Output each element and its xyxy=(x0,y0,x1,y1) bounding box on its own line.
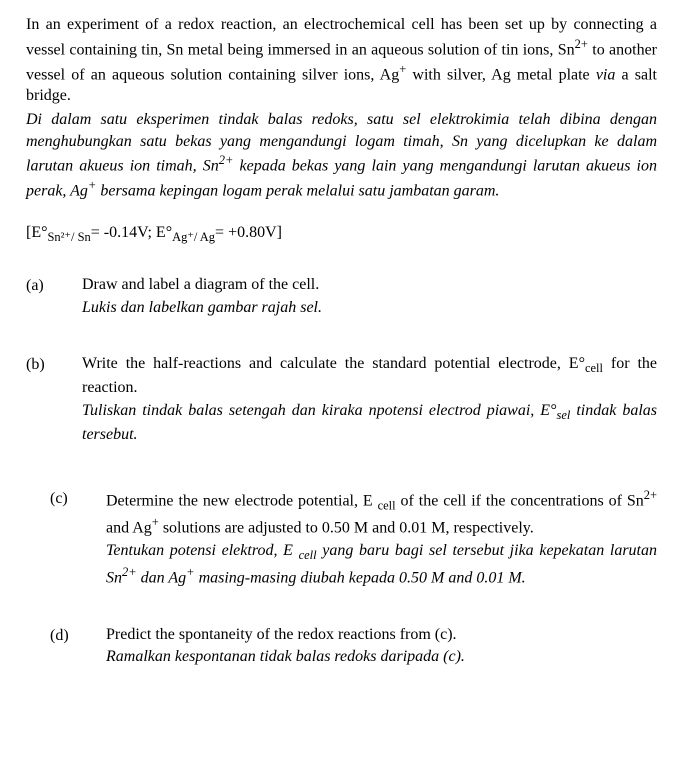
part-c: (c) Determine the new electrode potentia… xyxy=(26,487,657,590)
part-b: (b) Write the half-reactions and calcula… xyxy=(26,353,657,446)
part-b-ms: Tuliskan tindak balas setengah dan kirak… xyxy=(82,400,657,446)
part-c-label: (c) xyxy=(26,487,106,510)
part-b-body: Write the half-reactions and calculate t… xyxy=(82,353,657,446)
part-d-body: Predict the spontaneity of the redox rea… xyxy=(106,624,657,669)
part-d-label: (d) xyxy=(26,624,106,647)
given-e2pre: E° xyxy=(156,224,172,241)
given-sub2: Ag⁺/ Ag xyxy=(172,230,215,244)
part-d-ms: Ramalkan kespontanan tidak balas redoks … xyxy=(106,646,657,668)
given-val2: = +0.80V] xyxy=(215,224,282,241)
part-d: (d) Predict the spontaneity of the redox… xyxy=(26,624,657,669)
part-a-ms: Lukis dan labelkan gambar rajah sel. xyxy=(82,297,657,319)
part-b-en: Write the half-reactions and calculate t… xyxy=(82,353,657,399)
given-sub1: Sn²⁺/ Sn xyxy=(48,230,91,244)
part-c-ms: Tentukan potensi elektrod, E cell yang b… xyxy=(106,540,657,589)
intro-en: In an experiment of a redox reaction, an… xyxy=(26,14,657,107)
part-d-en: Predict the spontaneity of the redox rea… xyxy=(106,624,657,646)
part-b-label: (b) xyxy=(26,353,82,376)
part-c-en: Determine the new electrode potential, E… xyxy=(106,487,657,539)
given-open: [E° xyxy=(26,224,48,241)
given-potentials: [E°Sn²⁺/ Sn= -0.14V; E°Ag⁺/ Ag= +0.80V] xyxy=(26,222,657,246)
intro-ms: Di dalam satu eksperimen tindak balas re… xyxy=(26,109,657,202)
part-a-en: Draw and label a diagram of the cell. xyxy=(82,274,657,296)
part-a-label: (a) xyxy=(26,274,82,297)
part-c-body: Determine the new electrode potential, E… xyxy=(106,487,657,590)
part-a-body: Draw and label a diagram of the cell. Lu… xyxy=(82,274,657,319)
given-val1: = -0.14V; xyxy=(91,224,156,241)
part-a: (a) Draw and label a diagram of the cell… xyxy=(26,274,657,319)
intro-block: In an experiment of a redox reaction, an… xyxy=(26,14,657,202)
